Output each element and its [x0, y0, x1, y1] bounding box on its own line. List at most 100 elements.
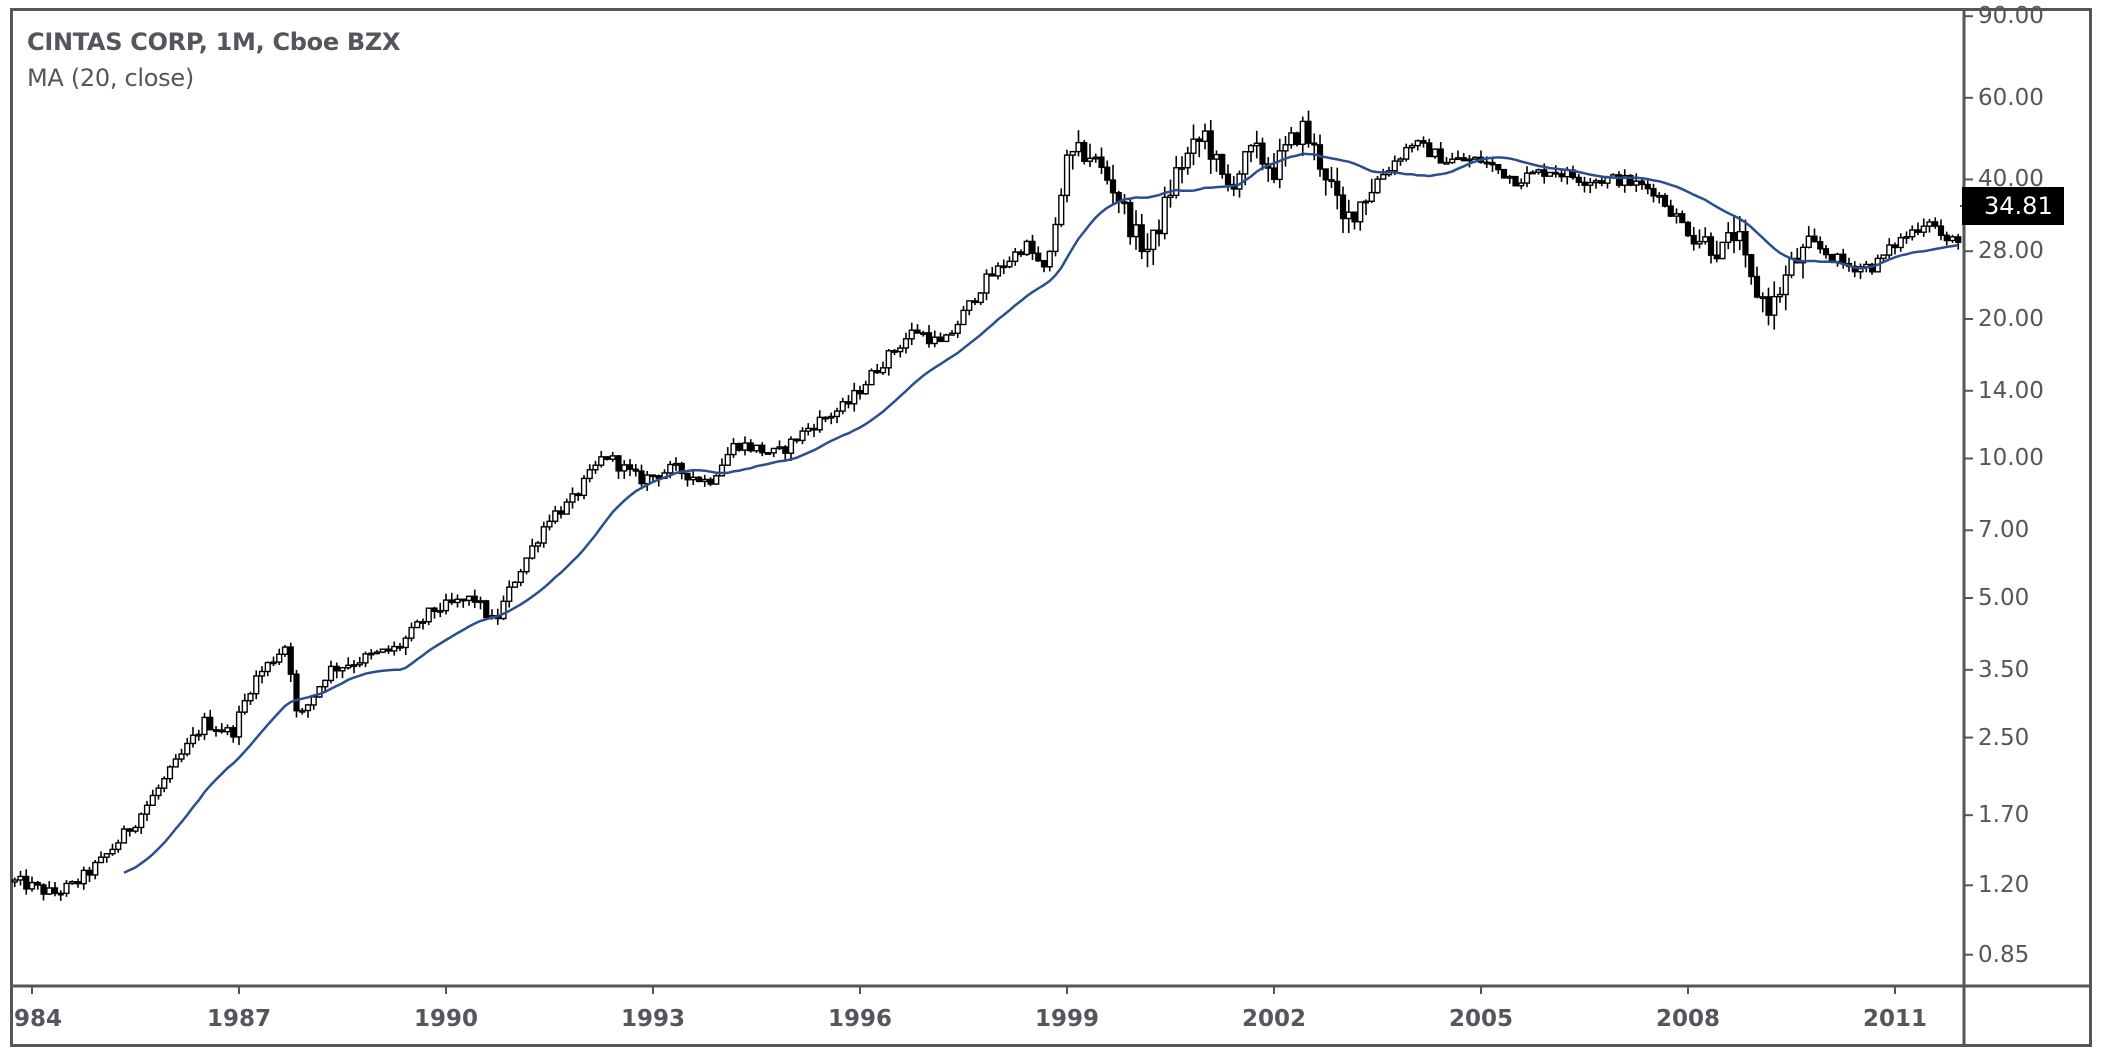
candle: [1138, 213, 1145, 260]
candle: [57, 890, 64, 901]
candle: [1696, 229, 1703, 249]
candle: [891, 348, 898, 356]
candlestick-series: [11, 110, 1962, 901]
candle: [644, 470, 651, 492]
candle: [1903, 231, 1910, 244]
y-tick-label: 60.00: [1978, 84, 2044, 111]
indicator-legend[interactable]: MA (20, close): [27, 64, 194, 92]
candle: [1334, 167, 1341, 210]
candle: [1270, 153, 1278, 184]
candle: [1937, 219, 1945, 241]
y-tick-label: 1.70: [1978, 802, 2030, 829]
candle: [1104, 160, 1111, 185]
candle: [816, 410, 823, 433]
candle: [155, 784, 162, 800]
candle: [1932, 217, 1939, 229]
candle: [419, 618, 427, 630]
candle: [902, 332, 910, 354]
candle: [782, 445, 789, 461]
candle: [1420, 136, 1427, 148]
candle: [333, 662, 340, 679]
candle: [1914, 222, 1922, 236]
candle: [557, 506, 565, 519]
candle: [948, 330, 956, 336]
candle: [1805, 226, 1812, 249]
candle: [402, 635, 409, 656]
candle: [1909, 225, 1916, 241]
candle: [575, 492, 582, 501]
candle: [253, 670, 260, 700]
candle: [546, 514, 553, 531]
candle: [1650, 183, 1657, 203]
candle: [943, 333, 950, 343]
y-tick-label: 28.00: [1978, 238, 2044, 265]
candle: [1943, 231, 1950, 246]
candle: [1397, 157, 1404, 166]
candle: [511, 581, 519, 588]
candle: [103, 852, 110, 863]
candle: [212, 726, 220, 737]
candle: [592, 460, 599, 474]
candle: [1633, 173, 1640, 192]
candle: [97, 851, 105, 864]
candle: [1351, 211, 1358, 230]
candle: [166, 765, 174, 783]
candle: [368, 648, 375, 660]
y-tick-marks: [1964, 15, 1973, 956]
candle: [437, 602, 444, 618]
candle: [1161, 186, 1168, 240]
candle: [1109, 164, 1117, 205]
moving-average-line: [123, 152, 1959, 874]
candle: [563, 498, 570, 515]
candle: [1092, 153, 1099, 163]
candle: [741, 436, 749, 456]
candle: [1495, 163, 1502, 174]
candle: [1834, 252, 1841, 267]
candle: [310, 696, 317, 710]
candle: [86, 866, 93, 883]
candle: [983, 269, 990, 301]
candle: [1449, 152, 1456, 164]
y-tick-label: 0.85: [1978, 941, 2030, 968]
candle: [1690, 226, 1697, 251]
candle: [23, 869, 30, 895]
candle: [339, 666, 346, 679]
candle: [1742, 219, 1749, 268]
candle: [1311, 133, 1318, 161]
candle: [1707, 232, 1715, 264]
candle: [247, 691, 254, 705]
candle: [442, 593, 450, 615]
y-tick-label: 7.00: [1978, 517, 2030, 544]
candle: [1362, 199, 1370, 216]
candle: [1638, 179, 1646, 190]
candle: [1518, 178, 1525, 190]
candle: [1086, 143, 1094, 168]
candle: [879, 361, 887, 376]
candle: [713, 474, 720, 485]
candle: [701, 474, 708, 487]
candle: [230, 725, 237, 743]
candle: [517, 568, 524, 587]
candle: [747, 439, 754, 453]
candle: [1782, 265, 1789, 311]
candle: [954, 320, 961, 338]
candle: [707, 477, 714, 487]
candle: [51, 882, 59, 897]
candle: [753, 444, 760, 453]
candle: [69, 880, 76, 885]
candle: [379, 648, 386, 654]
candle: [1656, 192, 1663, 204]
candle: [839, 397, 846, 415]
candle: [506, 580, 513, 608]
candle: [1414, 139, 1421, 151]
candle: [822, 416, 829, 423]
candle: [92, 859, 99, 880]
y-tick-label: 1.20: [1978, 872, 2030, 899]
candle: [350, 660, 358, 674]
x-tick-label: 984: [13, 1006, 63, 1032]
candle: [1299, 116, 1306, 157]
candle: [1167, 179, 1174, 208]
candle: [327, 660, 335, 684]
candle: [1288, 126, 1295, 149]
